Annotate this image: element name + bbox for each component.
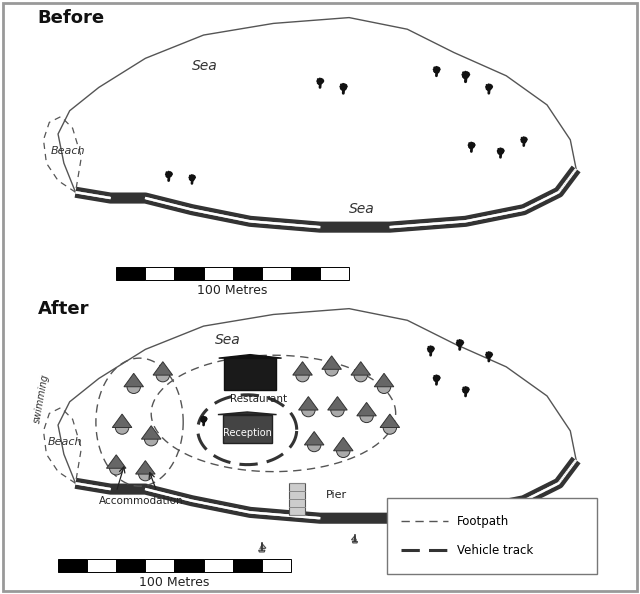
Polygon shape xyxy=(351,536,355,541)
FancyBboxPatch shape xyxy=(387,498,596,574)
Polygon shape xyxy=(259,550,265,552)
Bar xyxy=(262,559,291,572)
Circle shape xyxy=(383,421,397,434)
Polygon shape xyxy=(333,437,353,451)
Bar xyxy=(175,559,204,572)
Polygon shape xyxy=(106,455,126,468)
Circle shape xyxy=(360,409,373,422)
Bar xyxy=(262,267,291,280)
Bar xyxy=(145,559,175,572)
Circle shape xyxy=(296,368,309,382)
Bar xyxy=(145,267,175,280)
Text: Vehicle track: Vehicle track xyxy=(457,544,533,557)
Circle shape xyxy=(331,403,344,417)
Bar xyxy=(204,267,233,280)
Text: Sea: Sea xyxy=(215,333,241,346)
Circle shape xyxy=(354,368,367,382)
Polygon shape xyxy=(58,18,576,227)
Polygon shape xyxy=(141,426,161,439)
Text: After: After xyxy=(38,301,89,318)
Text: Beach: Beach xyxy=(51,146,86,156)
Text: Before: Before xyxy=(38,10,105,27)
Bar xyxy=(233,559,262,572)
Polygon shape xyxy=(299,397,318,410)
Polygon shape xyxy=(153,362,173,375)
Bar xyxy=(204,559,233,572)
Circle shape xyxy=(115,421,129,434)
Polygon shape xyxy=(328,397,348,410)
Polygon shape xyxy=(380,414,399,428)
Text: Sea: Sea xyxy=(192,59,218,73)
Polygon shape xyxy=(305,431,324,445)
Circle shape xyxy=(127,380,140,393)
Polygon shape xyxy=(218,412,276,415)
Polygon shape xyxy=(374,373,394,387)
Text: 100 Metres: 100 Metres xyxy=(140,576,210,589)
Text: swimming: swimming xyxy=(32,373,51,424)
Polygon shape xyxy=(322,356,341,369)
Bar xyxy=(116,267,145,280)
Circle shape xyxy=(139,467,152,481)
Circle shape xyxy=(337,444,350,457)
Text: Pier: Pier xyxy=(326,490,347,500)
Bar xyxy=(233,267,262,280)
Polygon shape xyxy=(136,460,155,474)
Text: Accommodation: Accommodation xyxy=(99,495,184,505)
Polygon shape xyxy=(289,484,305,516)
Text: Reception: Reception xyxy=(223,428,271,438)
Text: Beach: Beach xyxy=(48,437,83,447)
Bar xyxy=(291,267,320,280)
Circle shape xyxy=(109,462,123,475)
Circle shape xyxy=(145,432,158,446)
Polygon shape xyxy=(351,362,371,375)
Bar xyxy=(175,267,204,280)
Circle shape xyxy=(378,380,391,393)
Polygon shape xyxy=(58,309,576,518)
Text: Restaurant: Restaurant xyxy=(230,394,287,404)
Polygon shape xyxy=(223,415,272,443)
Bar xyxy=(116,559,145,572)
Polygon shape xyxy=(219,355,282,358)
Text: 100 Metres: 100 Metres xyxy=(198,284,268,297)
Circle shape xyxy=(156,368,170,382)
Bar xyxy=(58,559,87,572)
Text: Sea: Sea xyxy=(349,201,375,216)
Polygon shape xyxy=(260,545,262,549)
Circle shape xyxy=(325,362,339,376)
Circle shape xyxy=(307,438,321,451)
Bar xyxy=(320,267,349,280)
Polygon shape xyxy=(124,373,143,387)
Circle shape xyxy=(301,403,315,417)
Polygon shape xyxy=(355,537,356,541)
Polygon shape xyxy=(356,402,376,416)
Polygon shape xyxy=(352,542,358,543)
Text: Footpath: Footpath xyxy=(457,515,509,528)
Polygon shape xyxy=(112,414,132,428)
Polygon shape xyxy=(262,544,266,549)
Polygon shape xyxy=(224,358,276,390)
Bar xyxy=(87,559,116,572)
Polygon shape xyxy=(292,362,312,375)
